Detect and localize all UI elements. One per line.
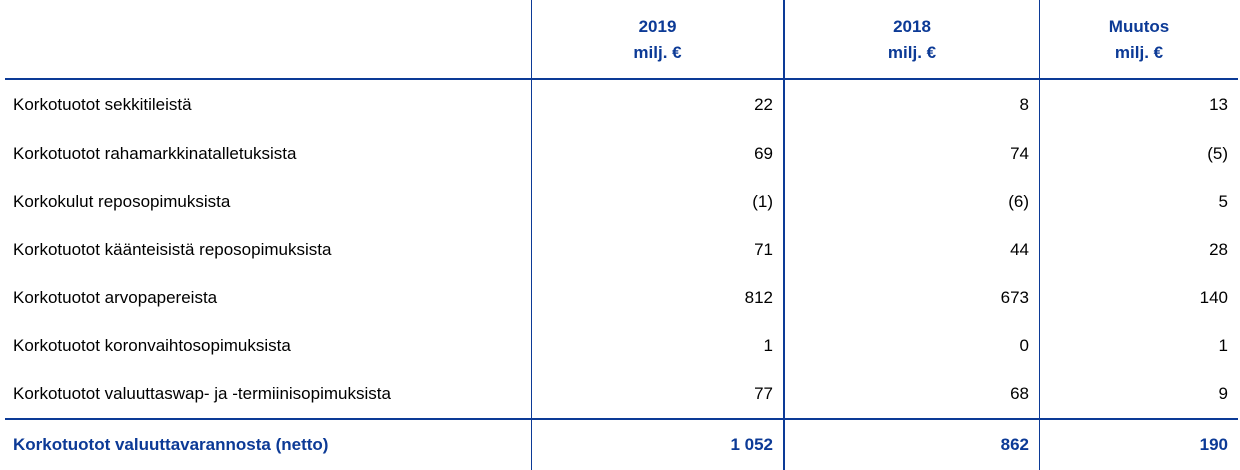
table-row: Korkotuotot valuuttaswap- ja -termiiniso… — [5, 370, 1238, 419]
value-2019: 812 — [531, 274, 784, 322]
header-title: Muutos — [1108, 17, 1170, 36]
row-label: Korkotuotot koronvaihtosopimuksista — [13, 336, 291, 355]
value-2018: 673 — [783, 274, 1040, 322]
value-2019: 77 — [531, 370, 784, 419]
value-2019: 1 — [531, 322, 784, 370]
row-label: Korkotuotot valuuttaswap- ja -termiiniso… — [13, 384, 391, 403]
value-2018: 0 — [783, 322, 1040, 370]
value-2018: 8 — [783, 79, 1040, 130]
row-label: Korkotuotot käänteisistä reposopimuksist… — [13, 240, 332, 259]
value-change: 28 — [1039, 226, 1238, 274]
table-row: Korkotuotot arvopapereista 812 673 140 — [5, 274, 1238, 322]
value-change: (5) — [1039, 130, 1238, 178]
interest-income-table: 2019 milj. € 2018 milj. € Muutos milj. € Ko… — [5, 0, 1238, 470]
table-row: Korkotuotot käänteisistä reposopimuksist… — [5, 226, 1238, 274]
value-2019: 22 — [531, 79, 784, 130]
value-2018: (6) — [783, 178, 1040, 226]
value-2019: 71 — [531, 226, 784, 274]
row-label: Korkokulut reposopimuksista — [13, 192, 231, 211]
value-change: 9 — [1039, 370, 1238, 419]
row-label: Korkotuotot rahamarkkinatalletuksista — [13, 144, 297, 163]
value-change: 1 — [1039, 322, 1238, 370]
value-2018: 44 — [783, 226, 1040, 274]
header-row: 2019 milj. € 2018 milj. € Muutos milj. € — [5, 0, 1238, 79]
header-year: 2018 — [893, 17, 931, 36]
header-unit: milj. € — [1114, 43, 1164, 62]
header-unit: milj. € — [633, 43, 682, 62]
value-change: 5 — [1039, 178, 1238, 226]
value-2018: 74 — [783, 130, 1040, 178]
table-row: Korkotuotot rahamarkkinatalletuksista 69 7… — [5, 130, 1238, 178]
value-2019: 69 — [531, 130, 784, 178]
value-2019: (1) — [531, 178, 784, 226]
value-2019: 1 052 — [531, 419, 784, 470]
row-label: Korkotuotot arvopapereista — [13, 288, 218, 307]
row-label: Korkotuotot sekkitileistä — [13, 95, 192, 114]
value-2018: 862 — [783, 419, 1040, 470]
row-label: Korkotuotot valuuttavarannosta (netto) — [13, 435, 329, 454]
value-change: 13 — [1039, 79, 1238, 130]
value-2018: 68 — [783, 370, 1040, 419]
header-unit: milj. € — [887, 43, 937, 62]
total-row: Korkotuotot valuuttavarannosta (netto) 1 … — [5, 419, 1238, 470]
header-2019: 2019 milj. € — [531, 0, 784, 79]
table-row: Korkotuotot sekkitileistä 22 8 13 — [5, 79, 1238, 130]
table-row: Korkotuotot koronvaihtosopimuksista 1 0 1 — [5, 322, 1238, 370]
header-label-column — [5, 0, 532, 79]
value-change: 140 — [1039, 274, 1238, 322]
value-change: 190 — [1039, 419, 1238, 470]
table-row: Korkokulut reposopimuksista (1) (6) 5 — [5, 178, 1238, 226]
header-2018: 2018 milj. € — [783, 0, 1040, 79]
header-change: Muutos milj. € — [1039, 0, 1238, 79]
header-year: 2019 — [638, 17, 677, 36]
